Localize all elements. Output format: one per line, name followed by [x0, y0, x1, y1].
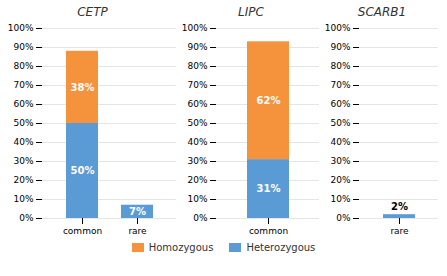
- svg-text:62%: 62%: [256, 95, 280, 106]
- svg-text:100%: 100%: [7, 23, 33, 33]
- svg-text:90%: 90%: [330, 42, 350, 52]
- svg-text:60%: 60%: [330, 99, 350, 109]
- svg-text:0%: 0%: [19, 213, 34, 223]
- svg-text:90%: 90%: [13, 42, 33, 52]
- svg-text:80%: 80%: [187, 61, 207, 71]
- svg-text:10%: 10%: [13, 194, 33, 204]
- svg-text:7%: 7%: [129, 206, 146, 217]
- svg-text:50%: 50%: [330, 118, 350, 128]
- svg-text:20%: 20%: [330, 175, 350, 185]
- svg-text:70%: 70%: [13, 80, 33, 90]
- svg-text:50%: 50%: [70, 165, 94, 176]
- svg-text:100%: 100%: [324, 23, 350, 33]
- svg-text:20%: 20%: [187, 175, 207, 185]
- svg-text:20%: 20%: [13, 175, 33, 185]
- svg-text:60%: 60%: [187, 99, 207, 109]
- svg-text:10%: 10%: [330, 194, 350, 204]
- svg-text:common: common: [248, 226, 287, 236]
- svg-text:38%: 38%: [70, 82, 94, 93]
- svg-text:rare: rare: [128, 226, 147, 236]
- svg-text:40%: 40%: [187, 137, 207, 147]
- svg-text:100%: 100%: [181, 23, 207, 33]
- svg-text:70%: 70%: [187, 80, 207, 90]
- svg-text:40%: 40%: [13, 137, 33, 147]
- svg-text:70%: 70%: [330, 80, 350, 90]
- svg-text:30%: 30%: [187, 156, 207, 166]
- svg-text:0%: 0%: [193, 213, 208, 223]
- svg-text:40%: 40%: [330, 137, 350, 147]
- svg-text:10%: 10%: [187, 194, 207, 204]
- svg-text:80%: 80%: [13, 61, 33, 71]
- html-text:CETP: CETP: [77, 5, 108, 19]
- svg-text:0%: 0%: [336, 213, 351, 223]
- html-text:Heterozygous: Heterozygous: [246, 242, 316, 253]
- html-text:LIPC: LIPC: [238, 5, 264, 19]
- html-text:SCARB1: SCARB1: [357, 5, 407, 19]
- svg-text:90%: 90%: [187, 42, 207, 52]
- svg-text:80%: 80%: [330, 61, 350, 71]
- svg-text:31%: 31%: [256, 183, 280, 194]
- svg-text:30%: 30%: [330, 156, 350, 166]
- svg-text:common: common: [62, 226, 101, 236]
- svg-text:50%: 50%: [187, 118, 207, 128]
- svg-text:rare: rare: [390, 226, 409, 236]
- svg-text:2%: 2%: [391, 201, 408, 212]
- svg-text:60%: 60%: [13, 99, 33, 109]
- html-text:Homozygous: Homozygous: [148, 242, 214, 253]
- svg-text:50%: 50%: [13, 118, 33, 128]
- svg-text:30%: 30%: [13, 156, 33, 166]
